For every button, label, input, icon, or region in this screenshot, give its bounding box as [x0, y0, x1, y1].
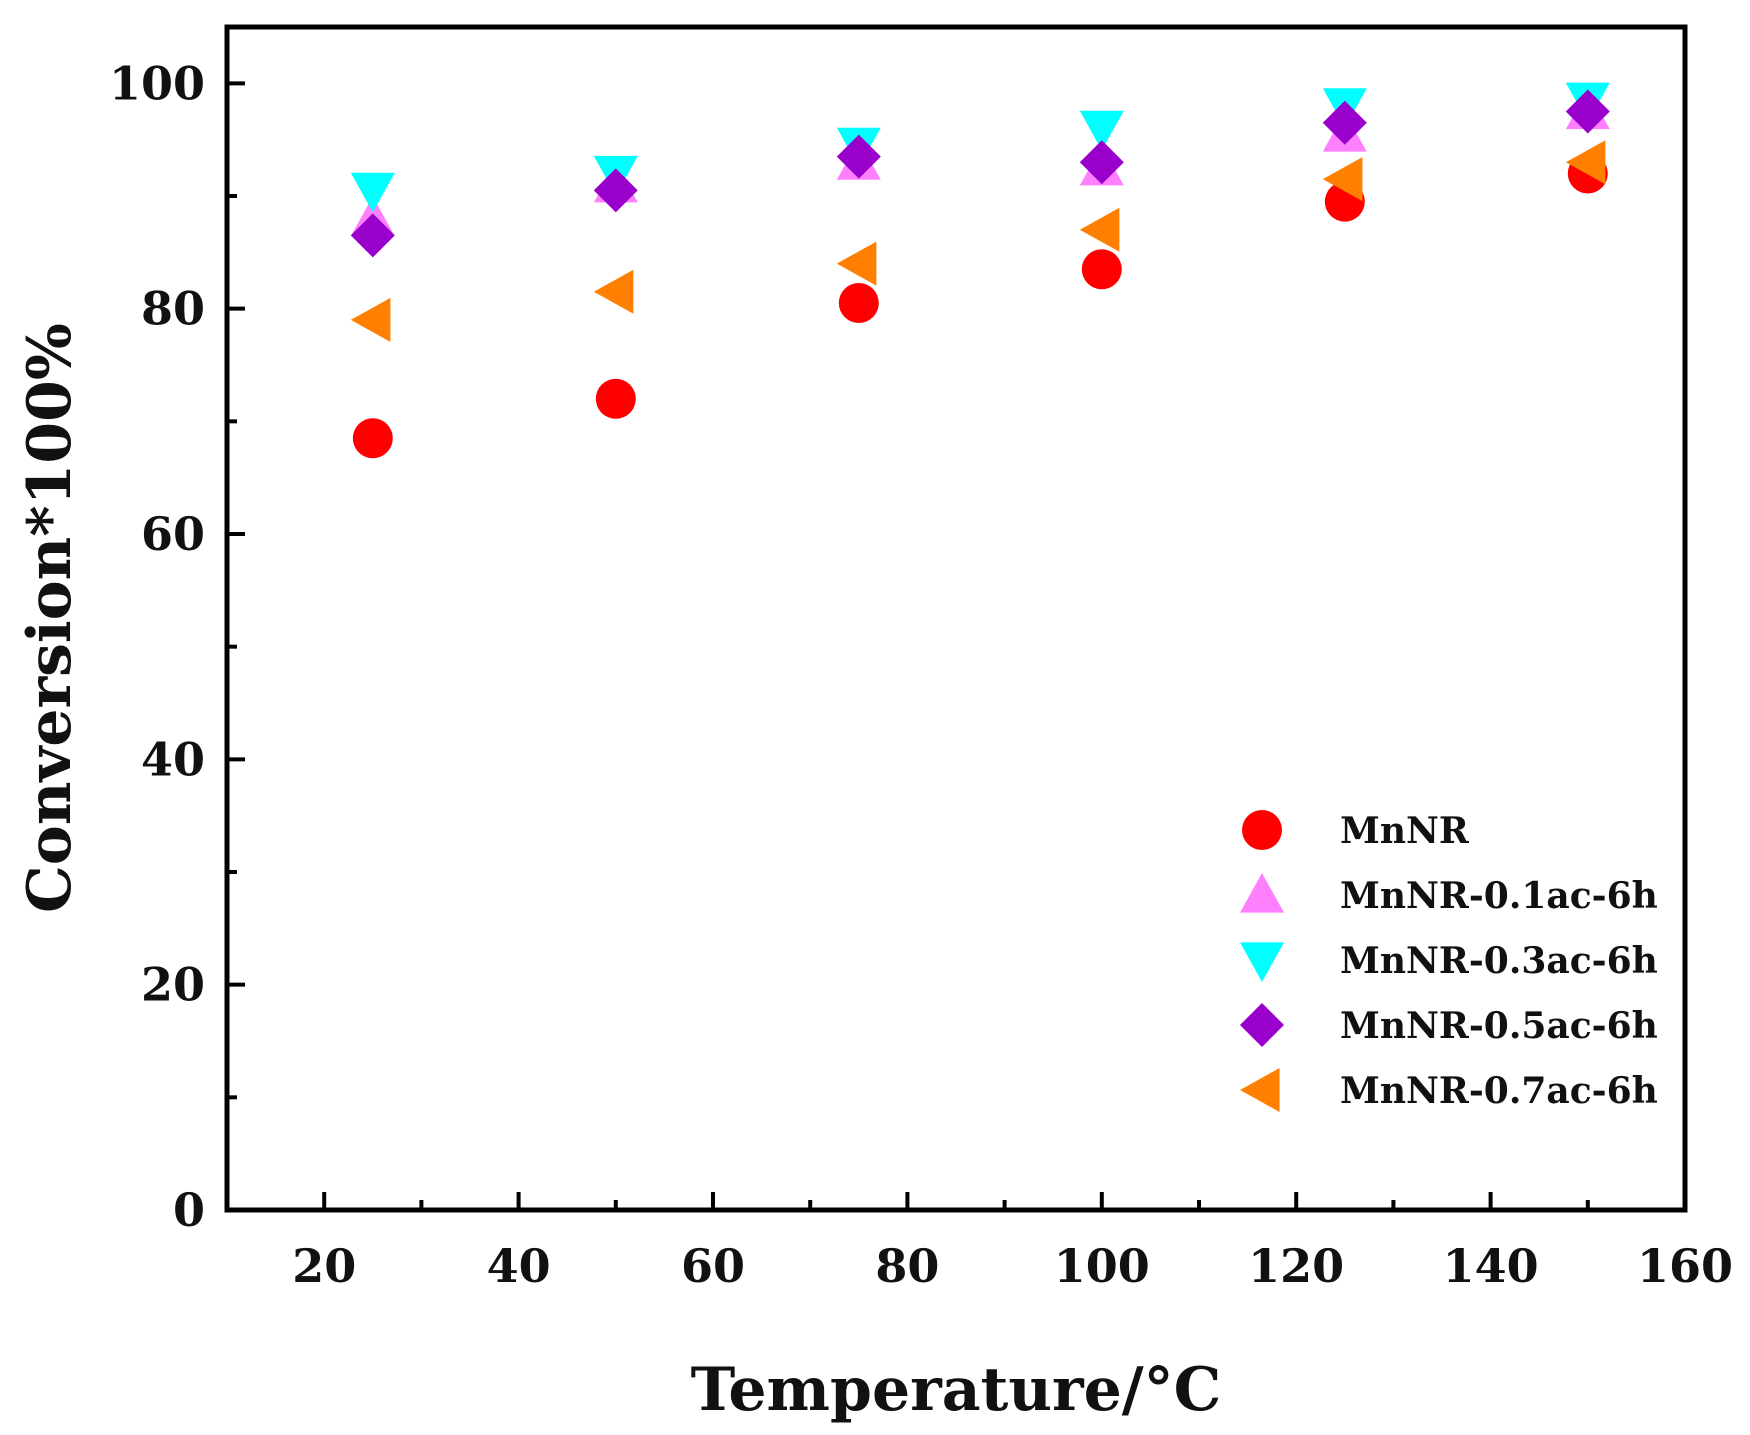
legend-label-mnnr-0-3ac-6h: MnNR-0.3ac-6h: [1340, 940, 1658, 982]
point-mnnr-0-7ac-6h: [593, 269, 634, 314]
point-mnnr: [595, 378, 636, 419]
data-points: [350, 82, 1610, 459]
x-tick-label: 80: [875, 1239, 939, 1293]
point-mnnr-0-7ac-6h: [1079, 207, 1120, 252]
legend-label-mnnr-0-7ac-6h: MnNR-0.7ac-6h: [1340, 1070, 1658, 1112]
x-tick-label: 60: [681, 1239, 745, 1293]
y-tick-label: 20: [141, 958, 205, 1012]
x-tick-label: 20: [292, 1239, 356, 1293]
point-mnnr-0-7ac-6h: [836, 241, 877, 286]
legend-label-mnnr-0-1ac-6h: MnNR-0.1ac-6h: [1340, 875, 1658, 917]
y-axis-ticks: 0 20 40 60 80 100: [109, 56, 245, 1237]
point-mnnr-0-7ac-6h: [350, 297, 391, 342]
point-mnnr-0-5ac-6h: [593, 168, 638, 213]
point-mnnr: [352, 418, 393, 459]
x-tick-label: 100: [1054, 1239, 1150, 1293]
legend-marker-mnnr: [1242, 810, 1282, 850]
x-tick-label: 120: [1248, 1239, 1344, 1293]
legend-marker-mnnr-0-1ac-6h: [1240, 873, 1284, 913]
point-mnnr-0-5ac-6h: [1079, 140, 1124, 185]
legend: MnNR MnNR-0.1ac-6h MnNR-0.3ac-6h MnNR-0.5ac…: [1240, 810, 1658, 1112]
legend-marker-mnnr-0-7ac-6h: [1240, 1068, 1280, 1112]
y-tick-label: 100: [109, 56, 205, 110]
y-tick-label: 40: [141, 732, 205, 786]
point-mnnr-0-5ac-6h: [350, 213, 395, 258]
y-tick-label: 60: [141, 507, 205, 561]
legend-label-mnnr: MnNR: [1340, 810, 1470, 852]
x-axis-ticks: 20 40 60 80 100 120 140 160: [292, 1192, 1733, 1293]
point-mnnr-0-3ac-6h: [350, 172, 395, 213]
point-mnnr-0-7ac-6h: [1565, 140, 1606, 185]
legend-label-mnnr-0-5ac-6h: MnNR-0.5ac-6h: [1340, 1005, 1658, 1047]
legend-marker-mnnr-0-5ac-6h: [1240, 1003, 1284, 1047]
point-mnnr-0-3ac-6h: [1079, 110, 1124, 151]
y-tick-label: 0: [173, 1183, 205, 1237]
legend-marker-mnnr-0-3ac-6h: [1240, 942, 1284, 982]
y-axis-title: Conversion*100%: [15, 323, 85, 913]
plot-frame: [224, 24, 1688, 1213]
point-mnnr-0-5ac-6h: [1322, 100, 1367, 145]
point-mnnr-0-7ac-6h: [1322, 157, 1363, 202]
x-tick-label: 40: [487, 1239, 551, 1293]
x-tick-label: 140: [1443, 1239, 1539, 1293]
point-mnnr-0-5ac-6h: [1565, 89, 1610, 134]
point-mnnr: [1081, 249, 1122, 290]
x-axis-title: Temperature/°C: [691, 1355, 1222, 1425]
point-mnnr-0-5ac-6h: [836, 134, 881, 179]
point-mnnr: [838, 283, 879, 324]
y-tick-label: 80: [141, 282, 205, 336]
x-tick-label: 160: [1637, 1239, 1733, 1293]
